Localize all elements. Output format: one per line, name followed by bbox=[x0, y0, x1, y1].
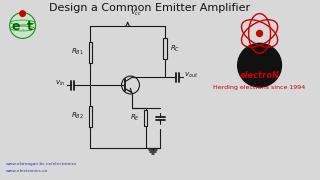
Text: $R_E$: $R_E$ bbox=[130, 113, 140, 123]
Bar bbox=[144, 110, 147, 126]
Text: $\bf{e}$: $\bf{e}$ bbox=[11, 20, 20, 33]
Text: $v_{out}$: $v_{out}$ bbox=[184, 71, 199, 80]
Circle shape bbox=[10, 13, 36, 38]
Text: $R_{B1}$: $R_{B1}$ bbox=[71, 47, 84, 57]
Bar bbox=[163, 38, 167, 59]
Text: www.okanagan.bc.ca/electronics: www.okanagan.bc.ca/electronics bbox=[6, 162, 77, 167]
Text: $R_{B2}$: $R_{B2}$ bbox=[71, 111, 84, 121]
Text: $R_C$: $R_C$ bbox=[171, 43, 181, 53]
Text: $\cdot$: $\cdot$ bbox=[21, 23, 24, 32]
Circle shape bbox=[257, 30, 262, 36]
Circle shape bbox=[238, 43, 282, 87]
Text: www.electronics.ca: www.electronics.ca bbox=[6, 169, 48, 173]
Text: Herding electrons since 1994: Herding electrons since 1994 bbox=[213, 85, 306, 89]
Bar bbox=[89, 42, 92, 63]
Text: electroN: electroN bbox=[240, 71, 280, 80]
Text: $V_{cc}$: $V_{cc}$ bbox=[130, 7, 142, 18]
Circle shape bbox=[20, 11, 25, 16]
Bar bbox=[89, 106, 92, 127]
Text: $\bf{t}$: $\bf{t}$ bbox=[26, 20, 33, 33]
Text: $v_{in}$: $v_{in}$ bbox=[55, 78, 65, 88]
Text: Design a Common Emitter Amplifier: Design a Common Emitter Amplifier bbox=[50, 3, 251, 13]
